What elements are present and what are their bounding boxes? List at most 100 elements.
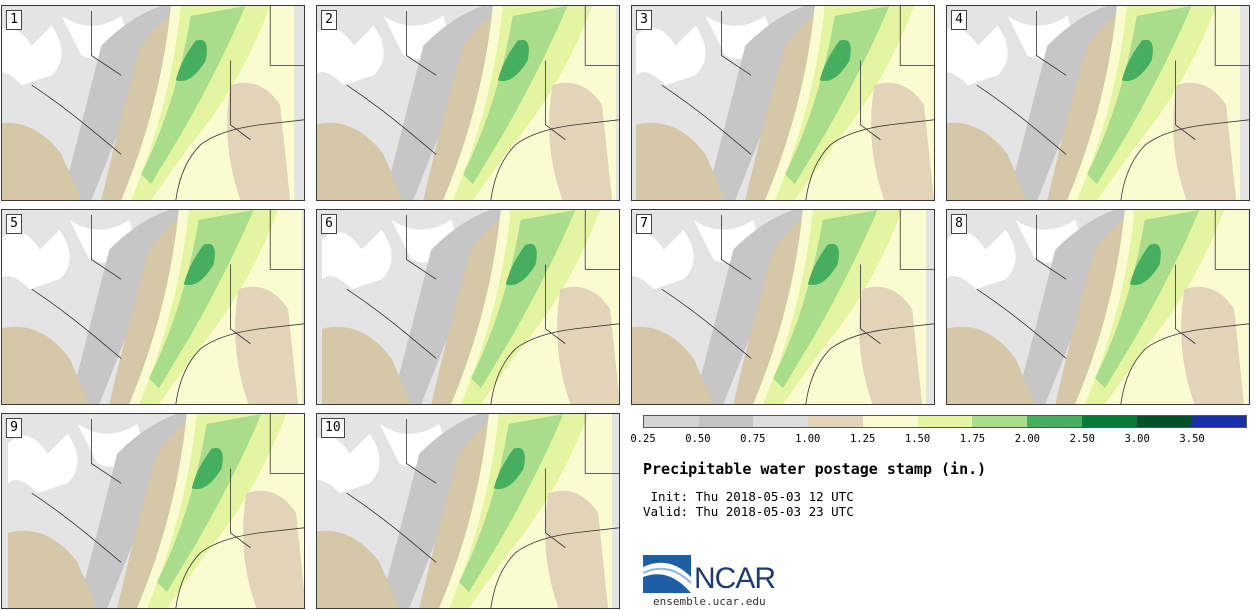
member-panel-8[interactable]: 8 [946, 209, 1250, 405]
colorbar [643, 415, 1247, 428]
state-border-line [1036, 10, 1067, 76]
colorbar-tick-label: 0.25 [630, 433, 656, 445]
pw-contour-region [635, 25, 706, 86]
colorbar-tick-label: 2.50 [1069, 433, 1095, 445]
pw-contour-region [1095, 210, 1200, 389]
pw-contour-region [947, 229, 1016, 290]
pw-contour-region [321, 326, 412, 404]
state-border-line [1214, 6, 1249, 66]
state-border-line [346, 492, 437, 563]
state-border-line [899, 6, 934, 66]
state-border-line [346, 288, 437, 359]
state-border-line [406, 418, 437, 484]
pw-contour-region [141, 6, 246, 185]
member-panel-3[interactable]: 3 [631, 5, 935, 201]
state-border-line [860, 60, 881, 140]
pw-contour-region [317, 433, 380, 494]
member-label: 2 [321, 10, 337, 30]
pw-contour-region [557, 286, 619, 404]
state-border-line [91, 214, 122, 280]
member-label: 9 [6, 418, 22, 438]
member-panel-2[interactable]: 2 [316, 5, 620, 201]
pw-contour-region [1087, 6, 1192, 185]
colorbar-tick-label: 1.25 [849, 433, 876, 445]
pw-contour-region [2, 25, 62, 86]
pw-contour-region [549, 82, 613, 200]
state-border-line [860, 264, 881, 344]
state-border-line [406, 10, 437, 76]
colorbar-segment [1081, 416, 1137, 427]
pw-contour-region [191, 447, 223, 490]
member-label: 3 [636, 10, 652, 30]
member-map-6 [317, 210, 619, 404]
member-panel-10[interactable]: 10 [316, 413, 620, 609]
state-border-line [346, 84, 437, 155]
pw-contour-region [947, 326, 1036, 404]
pw-contour-region [235, 286, 299, 404]
colorbar-segment [808, 416, 863, 427]
pw-contour-region [463, 6, 568, 185]
pw-contour-region [7, 433, 78, 494]
colorbar-segment [972, 416, 1028, 427]
pw-contour-region [175, 39, 207, 82]
state-border-line [490, 323, 619, 404]
state-border-line [976, 84, 1067, 155]
state-border-line [175, 323, 304, 404]
pw-contour-region [859, 286, 923, 404]
colorbar-tick-label: 1.00 [795, 433, 821, 445]
pw-contour-region [470, 210, 576, 389]
state-border-line [899, 210, 934, 270]
pw-contour-region [227, 82, 291, 200]
state-border-line [175, 119, 304, 200]
member-panel-9[interactable]: 9 [1, 413, 305, 609]
pw-contour-region [947, 122, 1028, 200]
website-link[interactable]: ensemble.ucar.edu [653, 595, 766, 608]
state-border-line [31, 492, 122, 563]
member-panel-7[interactable]: 7 [631, 209, 935, 405]
state-border-line [584, 210, 619, 270]
member-label: 7 [636, 214, 652, 234]
member-map-2 [317, 6, 619, 200]
pw-contour-region [321, 229, 392, 290]
colorbar-segment [753, 416, 809, 427]
colorbar-tick-label: 1.50 [904, 433, 931, 445]
member-panel-6[interactable]: 6 [316, 209, 620, 405]
colorbar-segment [1027, 416, 1082, 427]
pw-contour-region [1181, 286, 1245, 404]
member-panel-5[interactable]: 5 [1, 209, 305, 405]
colorbar-segment [1136, 416, 1192, 427]
member-map-5 [2, 210, 304, 404]
pw-contour-region [2, 122, 82, 200]
pw-contour-region [505, 243, 537, 286]
pw-contour-region [317, 530, 400, 608]
colorbar-segment [917, 416, 973, 427]
member-label: 4 [951, 10, 967, 30]
state-border-line [406, 214, 437, 280]
state-border-line [805, 119, 934, 200]
pw-contour-region [243, 490, 304, 608]
member-label: 5 [6, 214, 22, 234]
member-panel-1[interactable]: 1 [1, 5, 305, 201]
pw-contour-region [317, 25, 384, 86]
pw-contour-region [632, 326, 714, 404]
pw-contour-region [317, 122, 404, 200]
pw-contour-region [632, 229, 694, 290]
state-border-line [1120, 119, 1249, 200]
pw-contour-region [1121, 39, 1153, 82]
state-border-line [721, 10, 752, 76]
member-label: 6 [321, 214, 337, 234]
member-map-10 [317, 414, 619, 608]
state-border-line [976, 288, 1067, 359]
pw-contour-region [2, 326, 90, 404]
pw-contour-region [1173, 82, 1237, 200]
state-border-line [490, 527, 619, 608]
init-time: Init: Thu 2018-05-03 12 UTC [643, 489, 854, 504]
member-map-9 [2, 414, 304, 608]
colorbar-tick-label: 2.00 [1014, 433, 1041, 445]
member-panel-4[interactable]: 4 [946, 5, 1250, 201]
pw-contour-region [807, 243, 839, 286]
colorbar-tick-label: 3.50 [1179, 433, 1205, 445]
pw-contour-region [2, 229, 70, 290]
pw-contour-region [156, 414, 262, 593]
colorbar-tick-label: 3.00 [1124, 433, 1150, 445]
